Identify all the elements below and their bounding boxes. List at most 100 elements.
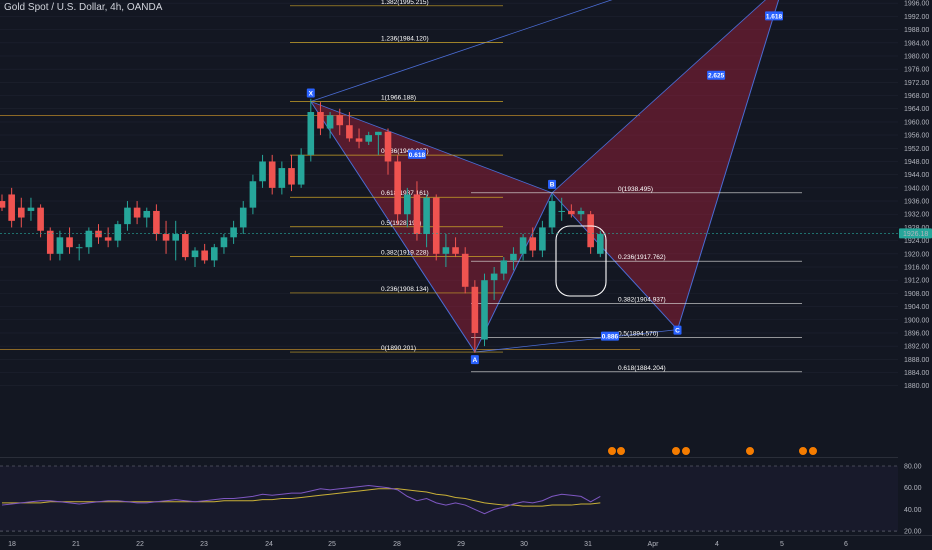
candle-body: [104, 237, 112, 241]
ratio-tag-label: 2.625: [708, 73, 725, 80]
candle-body: [384, 131, 392, 162]
price-tick-label: 1880.00: [904, 383, 929, 390]
price-tick-label: 1968.00: [904, 93, 929, 100]
candle-body: [153, 210, 160, 235]
candle-body: [230, 227, 237, 238]
candle-body: [452, 247, 459, 254]
candle-body: [432, 197, 440, 254]
price-tick-label: 1892.00: [904, 344, 929, 351]
candle-body: [519, 237, 527, 254]
rsi-line: [1, 485, 601, 515]
pattern-diagonal-ac: [474, 329, 678, 353]
candle-body: [500, 260, 508, 274]
point-tag-label: A: [472, 357, 477, 364]
candle-body: [317, 112, 324, 129]
time-tick-label: 21: [72, 541, 80, 548]
candle-body: [346, 125, 353, 139]
candle-body: [307, 112, 315, 155]
candle-body: [211, 247, 218, 261]
candle-body: [124, 207, 131, 225]
fib-level-label: 1.236(1984.120): [381, 35, 429, 42]
point-tag-box: [673, 325, 682, 335]
price-tick-label: 1956.00: [904, 133, 929, 140]
candle-body: [95, 230, 102, 238]
fib-level-label: 0.382(1904.937): [618, 296, 666, 303]
candle-body: [172, 234, 179, 241]
price-tick-label: 1960.00: [904, 119, 929, 126]
fib-level-label: 0(1890.201): [381, 345, 416, 352]
point-tag-box: [470, 355, 479, 365]
time-tick-label: 6: [844, 541, 848, 548]
fib-level-label: 1.382(1995.215): [381, 0, 429, 6]
candle-body: [461, 253, 469, 287]
candle-body: [268, 161, 276, 188]
point-tag-label: X: [309, 90, 314, 97]
candle-body: [587, 214, 594, 248]
price-tick-label: 1896.00: [904, 330, 929, 337]
time-tick-label: 31: [584, 541, 592, 548]
price-axis: 1996.00 1992.00 1988.00 1984.00 1980.00 1976.…: [898, 0, 932, 550]
candle-body: [288, 168, 295, 185]
time-tick-label: 28: [393, 541, 401, 548]
event-marker-icon: [681, 446, 691, 456]
fib-level-label: 0.236(1908.134): [381, 286, 429, 293]
fib-level-label: 0.618(1937.161): [381, 190, 429, 197]
candle-body: [27, 207, 35, 211]
price-tick-label: 1920.00: [904, 251, 929, 258]
price-tick-label: 1988.00: [904, 27, 929, 34]
harmonic-pattern: [310, 0, 780, 354]
event-markers: [607, 446, 818, 456]
pattern-diagonal-xb: [310, 101, 553, 194]
time-tick-label: 4: [715, 541, 719, 548]
candle-body: [558, 210, 565, 212]
price-tick-label: 1936.00: [904, 199, 929, 206]
ratio-tag-box: [407, 149, 426, 159]
price-tick-label: 1992.00: [904, 14, 929, 21]
candle-body: [239, 207, 247, 228]
fib-level-label: 0.618(1884.204): [618, 365, 666, 372]
candle-body: [85, 230, 93, 248]
price-tick-label: 1912.00: [904, 278, 929, 285]
candle-body: [413, 194, 421, 235]
event-marker-icon: [607, 446, 617, 456]
price-tick-label: 1996.00: [904, 1, 929, 8]
candle-body: [56, 237, 64, 254]
candle-body: [471, 286, 479, 333]
price-tick-label: 1904.00: [904, 304, 929, 311]
event-marker-icon: [798, 446, 808, 456]
point-tag-box: [548, 179, 557, 189]
fib-retracement-right: 0(1938.495) 0.236(1917.762) 0.382(1904.937…: [471, 186, 802, 373]
rsi-tick-label: 40.00: [904, 507, 922, 514]
time-tick-label: Apr: [648, 541, 660, 548]
time-tick-label: 18: [8, 541, 16, 548]
rsi-pane: 80.00 60.00 40.00 20.00: [0, 464, 922, 536]
candle-body: [481, 280, 488, 340]
candle-body: [365, 135, 372, 142]
candle-body: [490, 273, 498, 281]
event-marker-icon: [616, 446, 626, 456]
ratio-tag-box: [600, 331, 619, 341]
rsi-tick-label: 80.00: [904, 464, 922, 471]
price-tick-label: 1884.00: [904, 370, 929, 377]
time-tick-label: 5: [780, 541, 784, 548]
candle-body: [191, 250, 199, 258]
fib-level-label: 0.786(1949.927): [381, 148, 429, 155]
price-tick-label: 1928.00: [904, 225, 929, 232]
rsi-tick-label: 60.00: [904, 485, 922, 492]
price-tick-label: 1916.00: [904, 265, 929, 272]
candle-body: [577, 210, 585, 215]
candles: [0, 98, 604, 353]
price-tick-label: 1944.00: [904, 172, 929, 179]
candle-body: [297, 154, 305, 185]
pattern-diagonal-xd: [310, 0, 613, 102]
candle-body: [539, 227, 546, 251]
price-tick-label: 1932.00: [904, 212, 929, 219]
price-tick-label: 1980.00: [904, 53, 929, 60]
candle-body: [18, 207, 25, 218]
time-tick-label: 22: [136, 541, 144, 548]
fib-level-label: 0(1938.495): [618, 186, 653, 193]
price-tick-label: 1976.00: [904, 67, 929, 74]
price-tick-label: 1964.00: [904, 106, 929, 113]
